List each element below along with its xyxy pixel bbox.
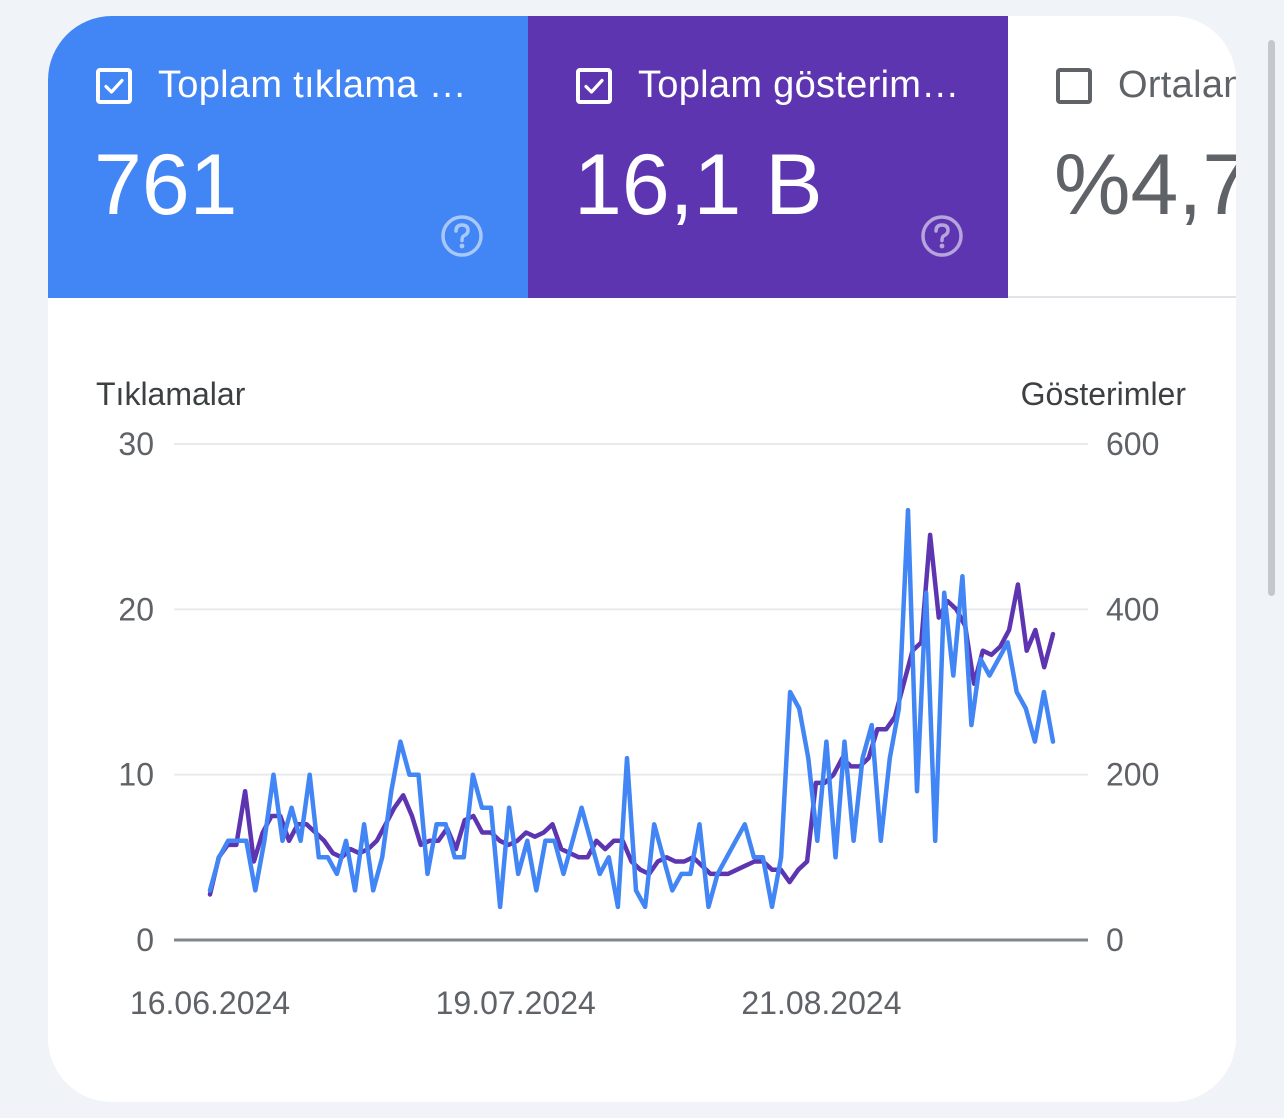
x-tick-label: 16.06.2024 [130, 985, 290, 1021]
y-left-tick-label: 0 [136, 922, 154, 958]
y-right-tick-label: 0 [1106, 922, 1124, 958]
ctr-label: Ortalama [1118, 64, 1236, 106]
clicks-label: Toplam tıklama … [158, 64, 467, 106]
help-circle-icon[interactable] [440, 214, 484, 258]
impressions-value: 16,1 B [574, 137, 823, 233]
x-tick-label: 19.07.2024 [436, 985, 596, 1021]
clicks-checkbox[interactable] [96, 68, 132, 104]
chart-ticks: 0 0 10 200 20 400 30 600 16.06.2024 19.07.2024 21.… [118, 426, 1159, 1021]
x-tick-label: 21.08.2024 [741, 985, 901, 1021]
metric-tiles: Toplam tıklama … 761 Toplam gösterim… 16… [48, 16, 1236, 298]
ctr-checkbox[interactable] [1056, 68, 1092, 104]
ctr-value: %4,7 [1054, 137, 1236, 233]
y-left-axis-title: Tıklamalar [96, 376, 246, 412]
y-left-tick-label: 30 [118, 426, 154, 462]
clicks-line [207, 507, 1056, 910]
performance-card: Toplam tıklama … 761 Toplam gösterim… 16… [48, 16, 1236, 1102]
check-icon [104, 78, 124, 94]
help-circle-icon[interactable] [920, 214, 964, 258]
y-left-tick-label: 10 [118, 757, 154, 793]
y-right-tick-label: 200 [1106, 757, 1159, 793]
impressions-checkbox[interactable] [576, 68, 612, 104]
performance-chart: Tıklamalar Gösterimler 0 0 10 200 20 400 30 600… [96, 376, 1187, 1021]
y-left-tick-label: 20 [118, 591, 154, 627]
scrollbar[interactable] [1268, 40, 1275, 596]
clicks-value: 761 [94, 137, 238, 233]
tile-total-impressions[interactable]: Toplam gösterim… 16,1 B [528, 16, 1008, 298]
chart-series [207, 507, 1056, 910]
y-right-axis-title: Gösterimler [1021, 376, 1187, 412]
check-icon [584, 78, 604, 94]
chart-gridlines [174, 443, 1088, 942]
y-right-tick-label: 600 [1106, 426, 1159, 462]
tile-average-ctr[interactable]: Ortalama %4,7 [1008, 16, 1236, 298]
impressions-label: Toplam gösterim… [638, 64, 960, 106]
tile-total-clicks[interactable]: Toplam tıklama … 761 [48, 16, 528, 298]
y-right-tick-label: 400 [1106, 591, 1159, 627]
